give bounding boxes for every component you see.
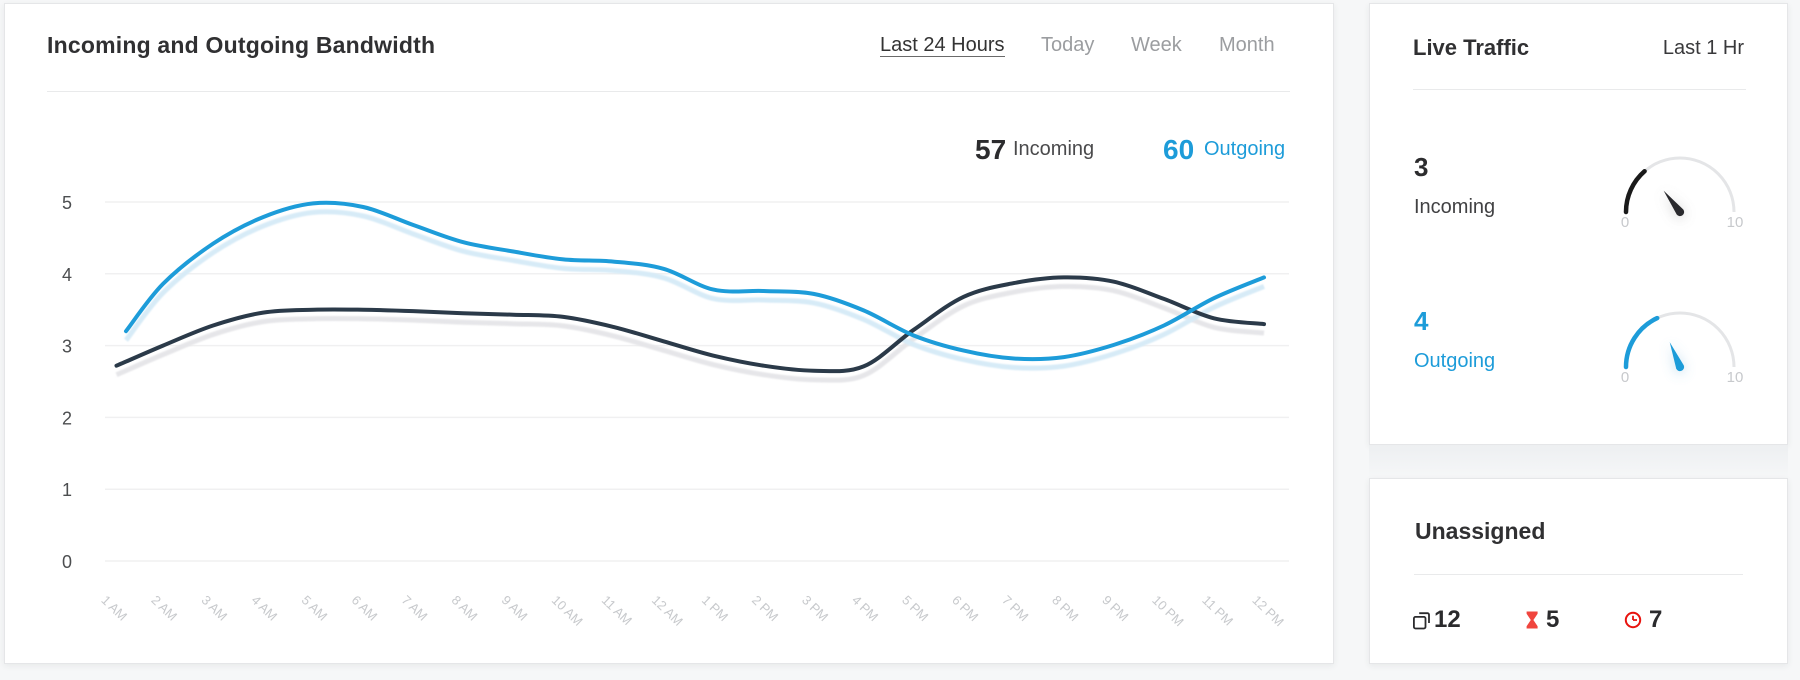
svg-text:4: 4 — [62, 265, 72, 285]
svg-text:0: 0 — [62, 552, 72, 572]
svg-text:1: 1 — [62, 480, 72, 500]
svg-text:1 PM: 1 PM — [699, 592, 731, 624]
svg-text:12 PM: 12 PM — [1249, 592, 1286, 629]
svg-text:9 PM: 9 PM — [1099, 592, 1131, 624]
svg-text:4 AM: 4 AM — [249, 592, 281, 623]
svg-text:3 PM: 3 PM — [799, 592, 831, 624]
svg-text:1 AM: 1 AM — [98, 592, 130, 623]
svg-text:0: 0 — [1621, 214, 1629, 231]
svg-text:6 PM: 6 PM — [949, 592, 981, 624]
svg-text:7 PM: 7 PM — [999, 592, 1031, 624]
svg-text:6 AM: 6 AM — [349, 592, 381, 623]
svg-text:2 PM: 2 PM — [749, 592, 781, 624]
svg-text:5: 5 — [62, 193, 72, 213]
svg-text:2: 2 — [62, 408, 72, 428]
svg-text:12 AM: 12 AM — [649, 592, 686, 628]
svg-text:10 PM: 10 PM — [1149, 592, 1186, 629]
svg-text:11 AM: 11 AM — [599, 592, 635, 628]
svg-text:10: 10 — [1727, 369, 1744, 386]
svg-text:7 AM: 7 AM — [399, 592, 431, 623]
svg-text:3: 3 — [62, 337, 72, 357]
svg-text:8 AM: 8 AM — [449, 592, 481, 623]
svg-text:8 PM: 8 PM — [1049, 592, 1081, 624]
svg-text:9 AM: 9 AM — [499, 592, 531, 623]
svg-text:2 AM: 2 AM — [148, 592, 180, 623]
svg-text:0: 0 — [1621, 369, 1629, 386]
svg-text:4 PM: 4 PM — [849, 592, 881, 624]
svg-text:11 PM: 11 PM — [1199, 592, 1236, 628]
svg-text:5 PM: 5 PM — [899, 592, 931, 624]
svg-text:10 AM: 10 AM — [549, 592, 586, 628]
svg-text:10: 10 — [1727, 214, 1744, 231]
svg-text:3 AM: 3 AM — [199, 592, 231, 623]
svg-text:5 AM: 5 AM — [299, 592, 331, 623]
